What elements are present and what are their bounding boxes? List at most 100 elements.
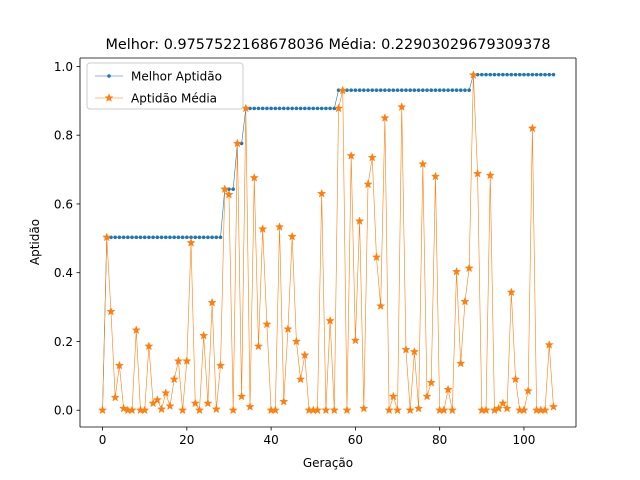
data-point bbox=[210, 235, 214, 240]
data-point bbox=[399, 88, 404, 92]
data-point bbox=[176, 235, 181, 240]
data-point bbox=[199, 330, 209, 340]
data-point bbox=[155, 235, 160, 240]
data-point bbox=[513, 72, 518, 77]
data-point bbox=[281, 106, 286, 111]
data-point bbox=[214, 235, 219, 240]
data-point bbox=[138, 235, 143, 240]
data-point bbox=[506, 287, 516, 297]
data-point bbox=[384, 405, 394, 415]
data-point bbox=[446, 88, 450, 92]
data-point bbox=[296, 374, 306, 384]
data-point bbox=[523, 386, 533, 395]
data-point bbox=[186, 238, 196, 247]
data-point bbox=[548, 402, 558, 411]
data-point bbox=[355, 216, 365, 225]
data-point bbox=[121, 235, 126, 240]
axes-frame: 0 20 40 60 80 100 0.0 0.2 0.4 0.6 0.8 1.0 bbox=[54, 57, 577, 447]
data-point bbox=[256, 106, 261, 111]
data-point bbox=[190, 398, 200, 408]
data-point bbox=[189, 235, 193, 240]
data-point bbox=[168, 235, 172, 240]
data-point bbox=[492, 72, 497, 77]
data-point bbox=[353, 88, 358, 92]
data-point bbox=[216, 360, 226, 370]
y-tick-label: 0.6 bbox=[54, 197, 73, 211]
data-point bbox=[481, 405, 491, 415]
data-point bbox=[456, 358, 466, 368]
data-point bbox=[287, 231, 297, 241]
data-point bbox=[312, 405, 322, 415]
data-point bbox=[458, 88, 463, 92]
data-point bbox=[317, 188, 327, 198]
data-point bbox=[426, 377, 436, 387]
data-point bbox=[218, 235, 223, 240]
data-point bbox=[130, 235, 134, 240]
data-point bbox=[232, 138, 242, 148]
data-point bbox=[231, 187, 235, 191]
data-point bbox=[142, 235, 147, 240]
data-point bbox=[422, 391, 432, 401]
data-point bbox=[169, 374, 179, 384]
data-point bbox=[395, 88, 400, 92]
data-point bbox=[245, 402, 255, 411]
legend-entry: Melhor Aptidão bbox=[95, 70, 222, 84]
data-point bbox=[131, 325, 141, 334]
y-tick-label: 0.4 bbox=[54, 266, 73, 280]
data-point bbox=[452, 266, 462, 276]
data-point bbox=[300, 350, 310, 360]
data-point bbox=[362, 88, 366, 92]
series-average bbox=[98, 70, 558, 415]
data-point bbox=[526, 72, 530, 77]
data-point bbox=[220, 184, 230, 194]
data-point bbox=[290, 106, 294, 111]
data-point bbox=[152, 395, 162, 404]
data-point bbox=[468, 70, 478, 79]
data-point bbox=[151, 235, 155, 240]
data-point bbox=[185, 235, 189, 240]
x-tick-label: 0 bbox=[99, 433, 107, 447]
data-point bbox=[388, 391, 398, 401]
data-point bbox=[260, 106, 265, 111]
data-point bbox=[298, 106, 303, 111]
data-point bbox=[383, 88, 387, 92]
data-point bbox=[544, 340, 554, 349]
data-point bbox=[498, 398, 508, 408]
legend-marker bbox=[107, 74, 111, 78]
data-point bbox=[429, 88, 434, 92]
data-point bbox=[98, 405, 108, 415]
data-point bbox=[543, 72, 547, 77]
data-point bbox=[275, 222, 285, 231]
data-point bbox=[144, 341, 154, 351]
data-point bbox=[182, 356, 192, 365]
legend-box bbox=[86, 62, 244, 110]
data-point bbox=[530, 72, 535, 77]
data-point bbox=[277, 106, 282, 111]
legend-entries: Melhor Aptidão Aptidão Média bbox=[95, 70, 222, 106]
data-point bbox=[253, 341, 263, 351]
data-point bbox=[534, 72, 539, 77]
data-point bbox=[113, 235, 117, 240]
data-point bbox=[286, 106, 290, 111]
data-point bbox=[258, 224, 268, 233]
data-point bbox=[374, 88, 379, 92]
x-tick-label: 100 bbox=[513, 433, 536, 447]
data-point bbox=[460, 296, 470, 306]
data-point bbox=[283, 324, 293, 333]
data-point bbox=[404, 88, 408, 92]
data-point bbox=[201, 235, 206, 240]
data-point bbox=[279, 396, 289, 406]
chart-title: Melhor: 0.9757522168678036 Média: 0.2290… bbox=[105, 37, 550, 53]
data-point bbox=[163, 235, 168, 240]
data-point bbox=[509, 72, 514, 77]
data-point bbox=[134, 235, 139, 240]
data-point bbox=[450, 88, 455, 92]
x-tick-label: 40 bbox=[263, 433, 278, 447]
data-point bbox=[511, 374, 521, 384]
data-point bbox=[401, 344, 411, 354]
data-point bbox=[180, 235, 185, 240]
x-tick-label: 60 bbox=[348, 433, 363, 447]
data-point bbox=[527, 123, 537, 133]
data-point bbox=[249, 173, 259, 182]
